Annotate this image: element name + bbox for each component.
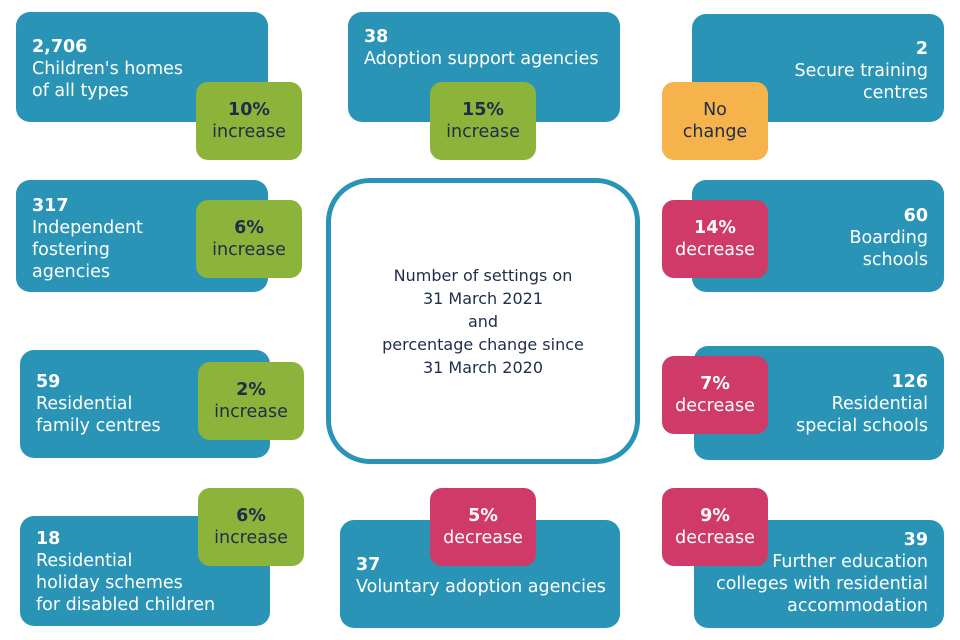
setting-label: Independent fostering agencies [32, 218, 143, 282]
card-further-education-colleges: 39 Further education colleges with resid… [694, 520, 944, 628]
change-direction: decrease [675, 396, 755, 416]
change-value: 15% [462, 100, 504, 120]
change-direction: increase [214, 402, 288, 422]
setting-count: 2 [915, 39, 928, 59]
change-value: 10% [228, 100, 270, 120]
change-value: 2% [236, 380, 266, 400]
change-badge-residential-special-schools: 7% decrease [662, 356, 768, 434]
setting-count: 39 [903, 530, 928, 550]
center-title: Number of settings on 31 March 2021 and … [326, 178, 640, 464]
setting-label: Further education colleges with resident… [716, 552, 928, 616]
setting-count: 37 [356, 555, 381, 575]
change-direction: increase [212, 240, 286, 260]
change-value: 14% [694, 218, 736, 238]
change-badge-voluntary-adoption-agencies: 5% decrease [430, 488, 536, 566]
change-badge-residential-holiday-schemes: 6% increase [198, 488, 304, 566]
setting-label: Voluntary adoption agencies [356, 577, 606, 597]
change-badge-adoption-support-agencies: 15% increase [430, 82, 536, 160]
setting-count: 317 [32, 196, 69, 216]
change-value: 9% [700, 506, 730, 526]
setting-count: 38 [364, 27, 389, 47]
setting-count: 18 [36, 529, 61, 549]
change-value: 7% [700, 374, 730, 394]
change-value: 6% [236, 506, 266, 526]
card-childrens-homes: 2,706 Children's homes of all types [16, 12, 268, 122]
change-direction: change [682, 122, 748, 142]
setting-label: Residential special schools [796, 394, 928, 436]
change-direction: increase [446, 122, 520, 142]
setting-label: Residential family centres [36, 394, 161, 436]
change-direction: decrease [675, 240, 755, 260]
change-value: 6% [234, 218, 264, 238]
setting-label: Children's homes of all types [32, 59, 184, 101]
setting-count: 59 [36, 372, 61, 392]
change-direction: increase [212, 122, 286, 142]
change-badge-boarding-schools: 14% decrease [662, 200, 768, 278]
change-badge-residential-family-centres: 2% increase [198, 362, 304, 440]
setting-label: Secure training centres [794, 61, 928, 103]
change-badge-independent-fostering-agencies: 6% increase [196, 200, 302, 278]
change-direction: decrease [443, 528, 523, 548]
change-badge-secure-training-centres: No change [662, 82, 768, 160]
change-value: 5% [468, 506, 498, 526]
change-value: No [703, 100, 727, 120]
change-badge-childrens-homes: 10% increase [196, 82, 302, 160]
setting-count: 126 [891, 372, 928, 392]
setting-label: Adoption support agencies [364, 49, 599, 69]
setting-count: 2,706 [32, 37, 88, 57]
change-badge-further-education-colleges: 9% decrease [662, 488, 768, 566]
setting-count: 60 [903, 206, 928, 226]
change-direction: decrease [675, 528, 755, 548]
setting-label: Residential holiday schemes for disabled… [36, 551, 216, 615]
setting-label: Boarding schools [849, 228, 929, 270]
change-direction: increase [214, 528, 288, 548]
